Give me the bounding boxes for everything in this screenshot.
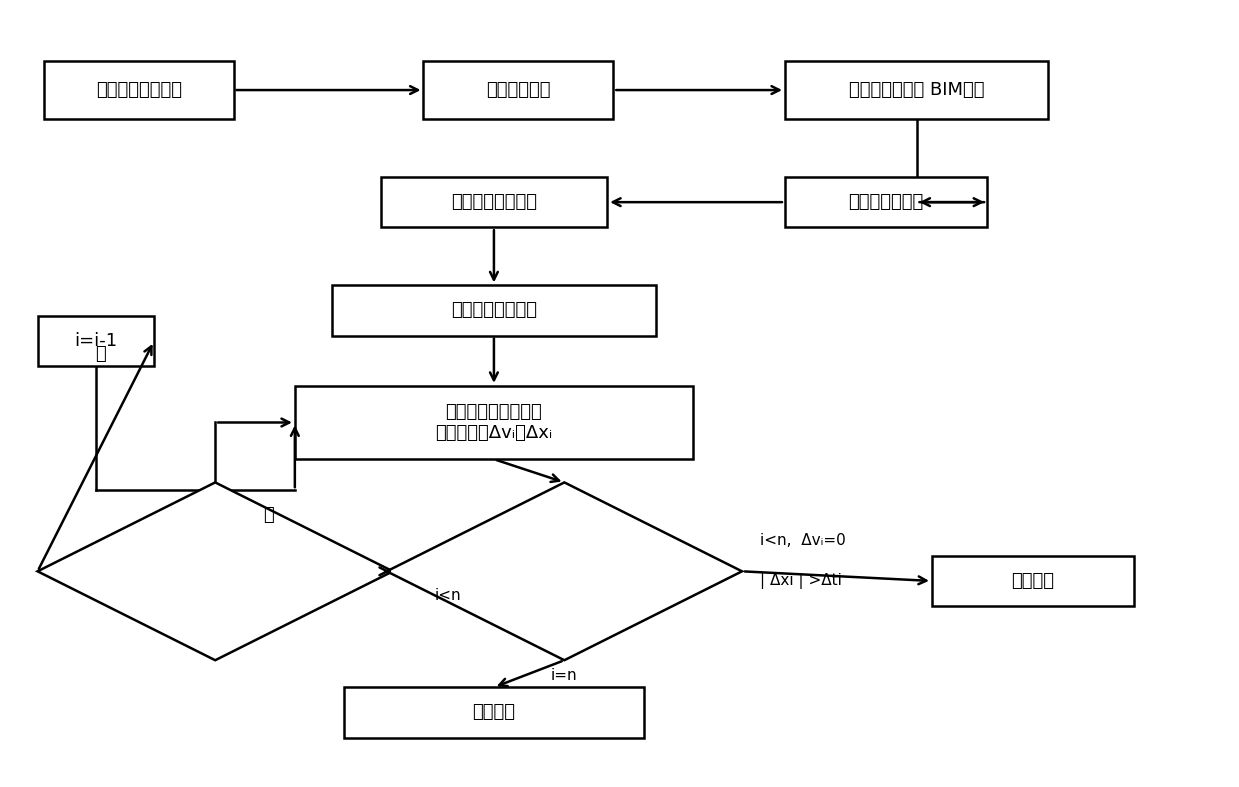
- Text: 是: 是: [95, 345, 105, 363]
- Bar: [295, 386, 693, 459]
- Text: 固定反光贴片: 固定反光贴片: [486, 81, 550, 99]
- Bar: [332, 285, 657, 335]
- Text: 发出报警: 发出报警: [1011, 572, 1054, 590]
- Text: 将主机瞄准反光贴: 将主机瞄准反光贴: [451, 301, 536, 320]
- Text: 在手簿中选定放样过
程点并观测Δvᵢ和Δxᵢ: 在手簿中选定放样过 程点并观测Δvᵢ和Δxᵢ: [435, 403, 553, 442]
- Bar: [344, 687, 644, 737]
- Bar: [932, 556, 1134, 606]
- Text: 在施工坐标系设站: 在施工坐标系设站: [451, 193, 536, 211]
- Bar: [380, 177, 607, 227]
- Text: 建立桥梁的顶推 BIM模型: 建立桥梁的顶推 BIM模型: [849, 81, 984, 99]
- Polygon shape: [387, 482, 742, 660]
- Text: i=n: i=n: [551, 668, 577, 683]
- Text: i=i-1: i=i-1: [74, 332, 118, 350]
- Text: 选取桥梁的监控点: 选取桥梁的监控点: [95, 81, 182, 99]
- Text: | Δxi | >Δti: | Δxi | >Δti: [761, 573, 843, 589]
- Bar: [784, 61, 1048, 119]
- Text: i<n,  Δvᵢ=0: i<n, Δvᵢ=0: [761, 533, 846, 548]
- Polygon shape: [37, 482, 393, 660]
- Text: 否: 否: [263, 505, 274, 523]
- Bar: [37, 316, 154, 367]
- Text: 顶推结束: 顶推结束: [472, 704, 515, 722]
- Bar: [784, 177, 987, 227]
- Bar: [43, 61, 234, 119]
- Text: i<n: i<n: [435, 589, 461, 604]
- Text: 选取放样过程点: 选取放样过程点: [849, 193, 923, 211]
- Bar: [424, 61, 613, 119]
